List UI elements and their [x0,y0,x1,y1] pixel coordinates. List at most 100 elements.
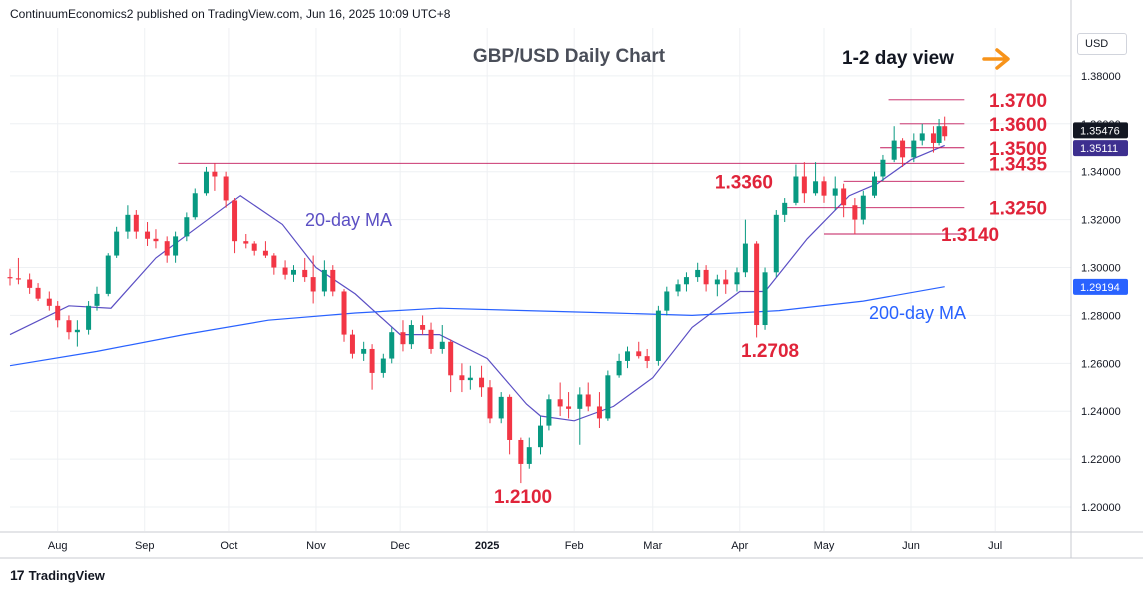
candle-body [742,243,748,273]
candle-body [891,140,897,160]
tradingview-logo-icon: 17 [10,567,25,583]
candle-body [793,176,799,203]
candle-body [184,217,190,237]
candle-body [655,310,661,361]
currency-button[interactable]: USD [1077,33,1127,55]
candle-body [526,447,532,464]
candle-body [380,358,386,373]
candle-body [762,272,768,326]
candle-body [7,277,13,279]
candle-body [55,305,61,321]
candle-body [330,269,336,292]
candle-body [467,377,473,381]
candle-body [557,399,563,407]
candle-body [389,332,395,359]
chart-title: GBP/USD Daily Chart [473,46,666,67]
candle-body [577,394,583,409]
candle-body [439,341,445,349]
candle-body [625,351,631,361]
candle-body [860,195,866,220]
candle-body [192,193,198,218]
level-label: 1.3700 [989,91,1047,112]
candle-body [66,320,72,333]
candle-body [243,241,249,244]
candle-body [942,126,948,137]
footer-brand[interactable]: 17 TradingView [10,567,105,583]
candle-body [74,329,80,333]
level-label: 1.3140 [941,225,999,246]
candle-body [341,291,347,335]
candle-body [145,231,151,239]
x-tick-label: Aug [48,540,68,552]
candle-body [900,140,906,158]
x-tick-label: Sep [135,540,155,552]
candle-body [930,133,936,143]
view-label: 1-2 day view [842,48,954,69]
candle-body [105,255,111,294]
candle-body [125,214,131,232]
candle-body [173,236,179,256]
candle-body [507,396,513,440]
candle-body [566,406,572,409]
x-tick-label: Mar [643,540,662,552]
candle-body [290,269,296,275]
candle-body [153,238,159,242]
candle-body [369,348,375,373]
x-tick-label: Jun [902,540,920,552]
candle-body [636,351,642,357]
candle-body [262,250,268,256]
candle-body [872,176,878,196]
y-tick-label: 1.34000 [1081,167,1121,179]
candle-body [27,279,33,288]
level-label: 1.3500 [989,139,1047,160]
level-label: 1.3360 [715,172,773,193]
x-tick-label: Feb [565,540,584,552]
candle-body [310,277,316,292]
candle-body [664,291,670,311]
candle-body [675,284,681,292]
candle-body [714,279,720,285]
last-price-badge: 1.35476 [1080,125,1120,137]
chart-annotation: 200-day MA [869,303,966,323]
candle-body [936,126,942,143]
candle-body [448,341,454,376]
candle-body [400,332,406,345]
candle-body [408,325,414,345]
x-tick-label: Apr [731,540,748,552]
candle-body [585,394,591,407]
candle-body [703,269,709,285]
candle-body [852,205,858,220]
candle-body [644,356,650,361]
ma20-value-badge-bg [1073,140,1128,157]
chart-annotation: 1.2708 [741,341,799,362]
candle-body [86,305,92,330]
x-tick-label: Oct [220,540,237,552]
chart-annotation: 20-day MA [305,210,392,230]
candle-body [880,159,886,177]
candle-body [538,425,543,448]
candle-body [349,334,355,354]
candle-body [754,243,760,326]
candle-body [911,140,917,158]
candle-body [832,188,838,196]
y-tick-label: 1.32000 [1081,215,1121,227]
candle-body [232,200,238,242]
x-tick-label: Jul [988,540,1002,552]
candle-body [605,375,611,419]
right-arrow-icon [982,48,1010,70]
level-label: 1.3435 [989,154,1048,175]
level-label: 1.3600 [989,115,1047,136]
candle-body [361,348,367,354]
candle-body [695,269,701,278]
chart-annotation: 1.2100 [494,487,552,508]
x-tick-label: Nov [306,540,326,552]
candle-body [919,133,925,141]
candle-body [841,188,847,206]
candle-body [734,272,740,285]
ma-line [9,144,945,422]
candle-body [35,287,41,299]
x-tick-label: May [814,540,835,552]
candle-body [420,325,426,330]
candle-body [271,255,277,268]
